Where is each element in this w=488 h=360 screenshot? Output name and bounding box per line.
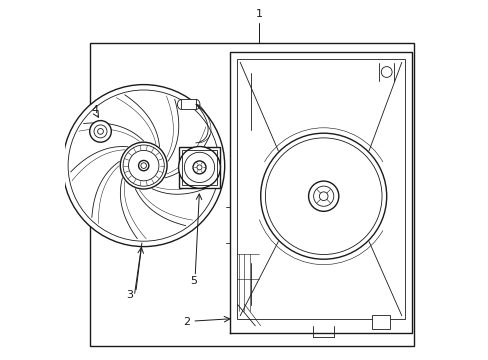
Bar — [178, 147, 220, 188]
Circle shape — [62, 85, 224, 247]
Bar — [181, 99, 196, 109]
Circle shape — [308, 181, 338, 211]
Bar — [236, 59, 405, 319]
Circle shape — [193, 161, 205, 174]
Circle shape — [138, 161, 148, 171]
Text: 4: 4 — [91, 105, 99, 115]
Text: 5: 5 — [190, 276, 197, 286]
Circle shape — [178, 147, 220, 188]
Circle shape — [120, 142, 167, 189]
Circle shape — [89, 121, 111, 142]
Text: 1: 1 — [255, 9, 262, 19]
Bar — [371, 315, 389, 329]
Text: 2: 2 — [183, 317, 190, 327]
Circle shape — [260, 133, 386, 259]
Bar — [89, 43, 413, 346]
Text: 3: 3 — [125, 290, 133, 300]
